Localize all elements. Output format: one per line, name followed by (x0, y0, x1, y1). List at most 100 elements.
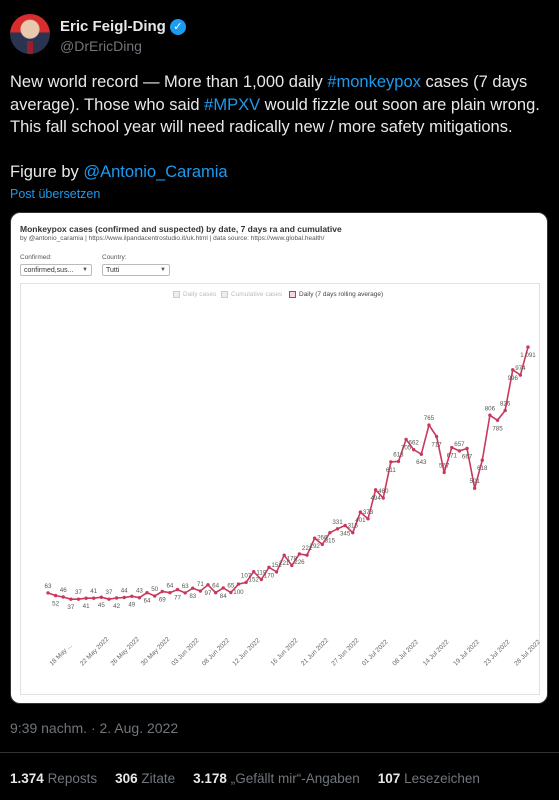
legend-item-cumulative-cases[interactable]: Cumulative cases (221, 291, 282, 298)
stat-bookmarks[interactable]: 107 Lesezeichen (378, 771, 480, 786)
data-point (282, 553, 286, 557)
data-label: 331 (332, 519, 343, 526)
data-label: 266 (317, 534, 328, 541)
data-label: 717 (431, 442, 442, 449)
data-point (373, 488, 378, 492)
data-label: 50 (151, 586, 158, 593)
x-tick-label: 08 Jun 2022 (201, 637, 232, 668)
data-point (137, 596, 142, 600)
data-label: 64 (144, 598, 151, 605)
data-label: 667 (462, 454, 473, 461)
data-label: 611 (386, 467, 396, 474)
data-label: 152 (249, 577, 260, 584)
data-label: 151 (271, 562, 282, 569)
filter-country-select[interactable]: Tutti ▼ (102, 264, 170, 276)
stat-label: Lesezeichen (404, 771, 480, 786)
data-point (61, 595, 65, 599)
data-point (450, 445, 454, 450)
data-point (122, 595, 126, 600)
stat-reposts[interactable]: 1.374 Reposts (10, 771, 97, 786)
data-label: 643 (416, 459, 427, 466)
data-point (84, 596, 88, 600)
data-point (99, 595, 104, 599)
divider (0, 752, 559, 753)
data-point (206, 583, 210, 587)
tweet-text-segment: average). Those who said (10, 95, 205, 114)
tweet-text-segment: cases (7 days (420, 73, 528, 91)
x-tick-label: 26 May 2022 (109, 636, 141, 668)
data-point (130, 594, 134, 598)
avatar[interactable] (10, 14, 50, 54)
author-handle[interactable]: @DrEricDing (60, 38, 142, 54)
data-point (312, 536, 317, 540)
translate-post-link[interactable]: Post übersetzen (10, 187, 101, 201)
data-label: 97 (205, 590, 212, 597)
data-point (381, 496, 385, 500)
data-label: 44 (121, 587, 128, 594)
legend-item-rolling-average[interactable]: Daily (7 days rolling average) (289, 291, 383, 298)
data-point (92, 596, 96, 600)
chevron-down-icon: ▼ (160, 267, 166, 273)
data-label: 41 (83, 603, 90, 610)
x-tick-label: 19 Jul 2022 (452, 638, 481, 667)
data-label: 221 (302, 545, 313, 552)
data-point (69, 597, 73, 601)
engagement-stats: 1.374 Reposts 306 Zitate 3.178 „Gefällt … (10, 771, 480, 786)
stat-count: 306 (115, 771, 138, 786)
x-tick-label: 27 Jun 2022 (330, 637, 361, 668)
series-line-rolling-average (47, 346, 529, 601)
filter-confirmed-select[interactable]: confirmed,sus... ▼ (20, 264, 92, 276)
tweet-timestamp[interactable]: 9:39 nachm. · 2. Aug. 2022 (10, 720, 179, 736)
data-label: 170 (264, 572, 275, 579)
data-label: 1 091 (520, 352, 536, 359)
stat-quotes[interactable]: 306 Zitate (115, 771, 175, 786)
data-point (434, 434, 439, 439)
data-point (511, 368, 515, 372)
legend-item-daily-cases[interactable]: Daily cases (173, 291, 216, 298)
tweet-header: Eric Feigl-Ding ✓ @DrEricDing (10, 14, 550, 58)
data-point (351, 530, 355, 535)
stat-likes[interactable]: 3.178 „Gefällt mir“-Angaben (193, 771, 360, 786)
data-label: 37 (106, 589, 113, 596)
data-point (114, 596, 119, 600)
data-label: 77 (174, 595, 181, 602)
hashtag-monkeypox-link[interactable]: #monkeypox (327, 73, 421, 91)
filter-country-label: Country: (102, 254, 127, 261)
tweet-text-segment: would fizzle out soon are plain wrong. (260, 95, 540, 114)
data-label: 221 (279, 560, 290, 567)
x-tick-label: 22 May 2022 (79, 636, 111, 668)
data-label: 401 (355, 517, 366, 524)
stat-count: 107 (377, 771, 401, 786)
data-point (145, 590, 149, 595)
x-tick-label: 21 Jun 2022 (300, 637, 331, 668)
data-label: 315 (325, 538, 336, 545)
chart-frame (20, 283, 540, 695)
data-label: 460 (378, 488, 389, 495)
data-point (518, 373, 523, 377)
data-label: 45 (98, 602, 105, 609)
mention-antonio-caramia-link[interactable]: @Antonio_Caramia (83, 163, 228, 181)
filter-confirmed-label: Confirmed: (20, 254, 52, 261)
hashtag-mpxv-link[interactable]: #MPXV (204, 95, 261, 114)
data-label: 996 (508, 375, 519, 382)
author-name[interactable]: Eric Feigl-Ding (60, 18, 166, 35)
data-point (465, 446, 469, 451)
author-name-row[interactable]: Eric Feigl-Ding ✓ (60, 18, 186, 35)
chevron-down-icon: ▼ (82, 267, 88, 273)
data-label: 100 (233, 589, 244, 596)
data-point (53, 593, 58, 598)
data-point (229, 590, 233, 595)
legend-label: Daily (7 days rolling average) (299, 291, 384, 298)
x-tick-label: 23 Jul 2022 (483, 638, 512, 667)
stat-count: 1.374 (10, 771, 44, 786)
data-label: 37 (75, 589, 82, 596)
data-label: 71 (197, 581, 204, 588)
x-tick-label: 18 May ... (48, 642, 73, 667)
data-label: 63 (182, 583, 189, 590)
legend-label: Daily cases (183, 291, 217, 298)
data-point (442, 470, 446, 475)
data-point (366, 517, 370, 521)
chart-image-card[interactable]: Monkeypox cases (confirmed and suspected… (10, 212, 548, 704)
data-point (244, 580, 248, 585)
data-label: 657 (454, 441, 465, 448)
